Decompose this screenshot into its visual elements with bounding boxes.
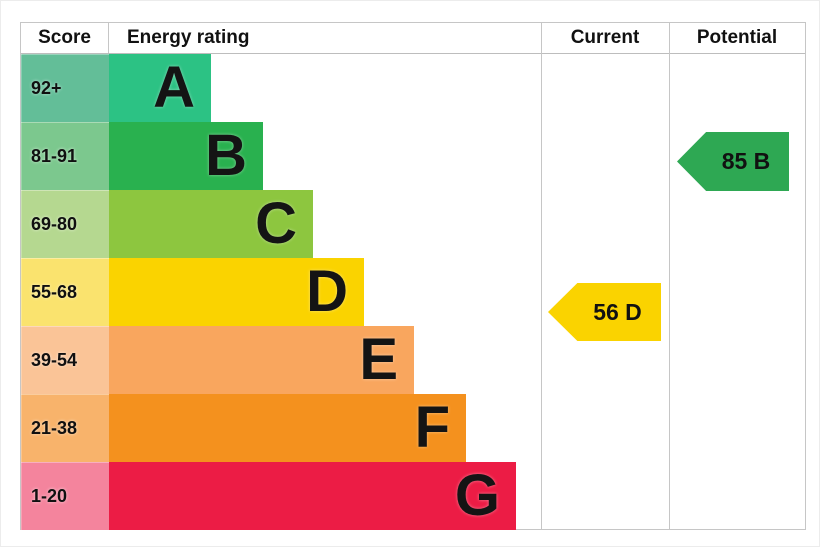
band-letter: B bbox=[205, 123, 247, 188]
current-column-divider bbox=[541, 23, 542, 529]
rating-bar: C bbox=[109, 190, 313, 258]
band-letter: C bbox=[255, 191, 297, 256]
score-range: 21-38 bbox=[21, 394, 109, 462]
score-range: 92+ bbox=[21, 54, 109, 122]
header-energy-rating: Energy rating bbox=[127, 27, 250, 48]
band-row-g: 1-20 G bbox=[21, 462, 541, 530]
rating-bar: F bbox=[109, 394, 466, 462]
current-rating-arrow: 56 D bbox=[548, 283, 661, 341]
band-letter: F bbox=[414, 395, 450, 460]
header-potential: Potential bbox=[696, 27, 778, 48]
table-header: Score Energy rating Current Potential bbox=[21, 23, 805, 54]
band-letter: A bbox=[153, 55, 195, 120]
header-score: Score bbox=[21, 23, 109, 53]
score-range: 55-68 bbox=[21, 258, 109, 326]
band-row-b: 81-91 B bbox=[21, 122, 541, 190]
score-range: 39-54 bbox=[21, 326, 109, 394]
potential-rating-arrow: 85 B bbox=[677, 132, 789, 191]
score-range: 1-20 bbox=[21, 462, 109, 530]
band-rows: 92+ A 81-91 B 69-80 C 55-68 D 39-54 E 21… bbox=[21, 54, 541, 530]
band-letter: G bbox=[454, 463, 500, 528]
header-current: Current bbox=[570, 27, 640, 48]
band-row-a: 92+ A bbox=[21, 54, 541, 122]
band-row-e: 39-54 E bbox=[21, 326, 541, 394]
potential-column-divider bbox=[669, 23, 670, 529]
band-letter: E bbox=[359, 327, 398, 392]
rating-bar: E bbox=[109, 326, 414, 394]
score-range: 81-91 bbox=[21, 122, 109, 190]
rating-bar: A bbox=[109, 54, 211, 122]
band-letter: D bbox=[306, 259, 348, 324]
band-row-c: 69-80 C bbox=[21, 190, 541, 258]
rating-bar: D bbox=[109, 258, 364, 326]
rating-bar: B bbox=[109, 122, 263, 190]
band-row-f: 21-38 F bbox=[21, 394, 541, 462]
score-range: 69-80 bbox=[21, 190, 109, 258]
rating-table: Score Energy rating Current Potential 92… bbox=[20, 22, 806, 530]
rating-bar: G bbox=[109, 462, 516, 530]
band-row-d: 55-68 D bbox=[21, 258, 541, 326]
